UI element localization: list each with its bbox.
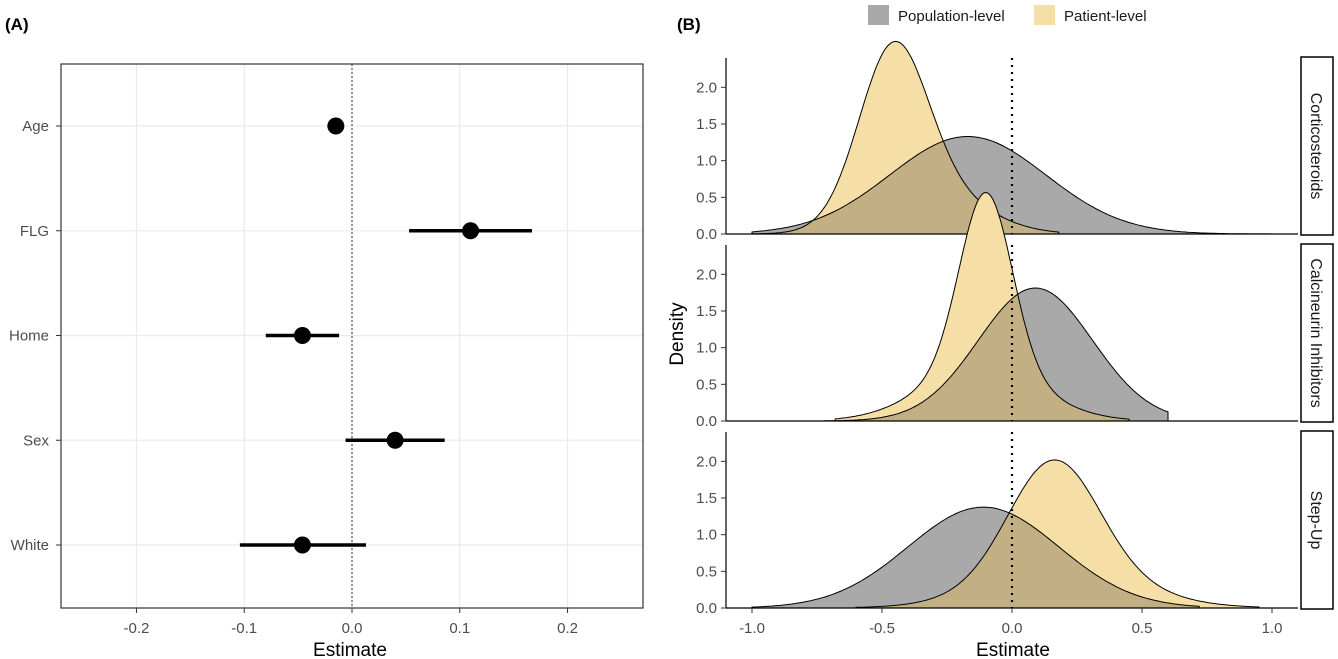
panel-b-label: (B) [677, 15, 701, 34]
facet-calcineurin-inhibitors: 0.0 0.5 1.0 1.5 2.0 Calcineurin Inhibitors [696, 191, 1334, 430]
y-tick-label: 0.5 [696, 189, 717, 206]
legend: Population-level Patient-level [868, 5, 1147, 25]
facet-strip [1300, 56, 1334, 236]
forest-plot: -0.2 -0.1 0.0 0.1 0.2 Age FLG Home Sex White [9, 63, 644, 637]
legend-swatch-population [868, 5, 889, 25]
density-outline-patient [834, 191, 1130, 422]
y-tick-label: 2.0 [696, 453, 717, 470]
facet-strip-label: Corticosteroids [1307, 93, 1324, 200]
density-overlap [835, 294, 1129, 421]
density-facets: 0.0 0.5 1.0 1.5 2.0 Corticosteroids 0.0 0.5 1.0 1… [696, 40, 1334, 637]
y-tick-label: 0.0 [696, 600, 717, 617]
y-tick-label: 1.0 [696, 527, 717, 544]
density-area-patient [752, 41, 1059, 235]
x-tick-label: -1.0 [739, 620, 765, 637]
density-outline-population [751, 506, 1200, 609]
x-tick-label: 0.0 [342, 620, 363, 637]
y-tick-label: 1.5 [696, 116, 717, 133]
y-tick-label: 0.5 [696, 563, 717, 580]
estimate-point [293, 327, 311, 344]
y-tick-label: 1.5 [696, 490, 717, 507]
x-tick-label: 0.2 [557, 620, 578, 637]
y-tick-label: Age [22, 118, 49, 135]
facet-step-up: 0.0 0.5 1.0 1.5 2.0 Step-Up [696, 430, 1334, 617]
facet-corticosteroids: 0.0 0.5 1.0 1.5 2.0 Corticosteroids [696, 40, 1334, 243]
plot-border [60, 63, 644, 609]
estimate-point [327, 117, 345, 135]
density-outline-patient [751, 40, 1060, 235]
x-tick-label: -0.5 [869, 620, 895, 637]
density-outline-population [824, 287, 1169, 422]
panel-b-x-axis-title: Estimate [976, 640, 1050, 659]
y-tick-label: 1.0 [696, 340, 717, 357]
y-tick-label: 2.0 [696, 79, 717, 96]
x-tick-label: 1.0 [1262, 620, 1283, 637]
y-tick-label: 1.0 [696, 153, 717, 170]
density-area-patient [835, 192, 1129, 421]
x-tick-label: 0.1 [449, 620, 470, 637]
legend-swatch-patient [1034, 5, 1055, 25]
y-tick-label: 0.0 [696, 226, 717, 243]
facet-strip-label: Step-Up [1307, 491, 1324, 550]
density-outline-patient [855, 459, 1260, 609]
panel-a-x-axis-title: Estimate [313, 640, 387, 659]
x-tick-label: -0.1 [231, 620, 257, 637]
facet-strip [1300, 430, 1334, 610]
x-tick-label: 0.0 [1002, 620, 1023, 637]
facet-strip-label: Calcineurin Inhibitors [1307, 258, 1324, 407]
legend-label-patient: Patient-level [1064, 8, 1147, 25]
estimate-point [462, 222, 480, 240]
y-tick-label: FLG [20, 223, 49, 240]
estimate-point [386, 431, 404, 449]
panel-b-y-axis-title: Density [667, 302, 688, 366]
y-tick-label: 2.0 [696, 266, 717, 283]
density-area-patient [856, 459, 1259, 608]
y-tick-label: White [11, 537, 49, 554]
y-tick-label: Sex [23, 432, 49, 449]
x-tick-label: 0.5 [1132, 620, 1153, 637]
legend-label-population: Population-level [898, 8, 1005, 25]
estimate-point [293, 536, 311, 554]
y-tick-label: Home [9, 328, 49, 345]
y-tick-label: 0.5 [696, 376, 717, 393]
x-tick-label: -0.2 [124, 620, 150, 637]
density-overlap [856, 513, 1200, 608]
panel-a-label: (A) [5, 15, 29, 34]
y-tick-label: 0.0 [696, 413, 717, 430]
facet-strip [1300, 243, 1334, 423]
y-tick-label: 1.5 [696, 303, 717, 320]
